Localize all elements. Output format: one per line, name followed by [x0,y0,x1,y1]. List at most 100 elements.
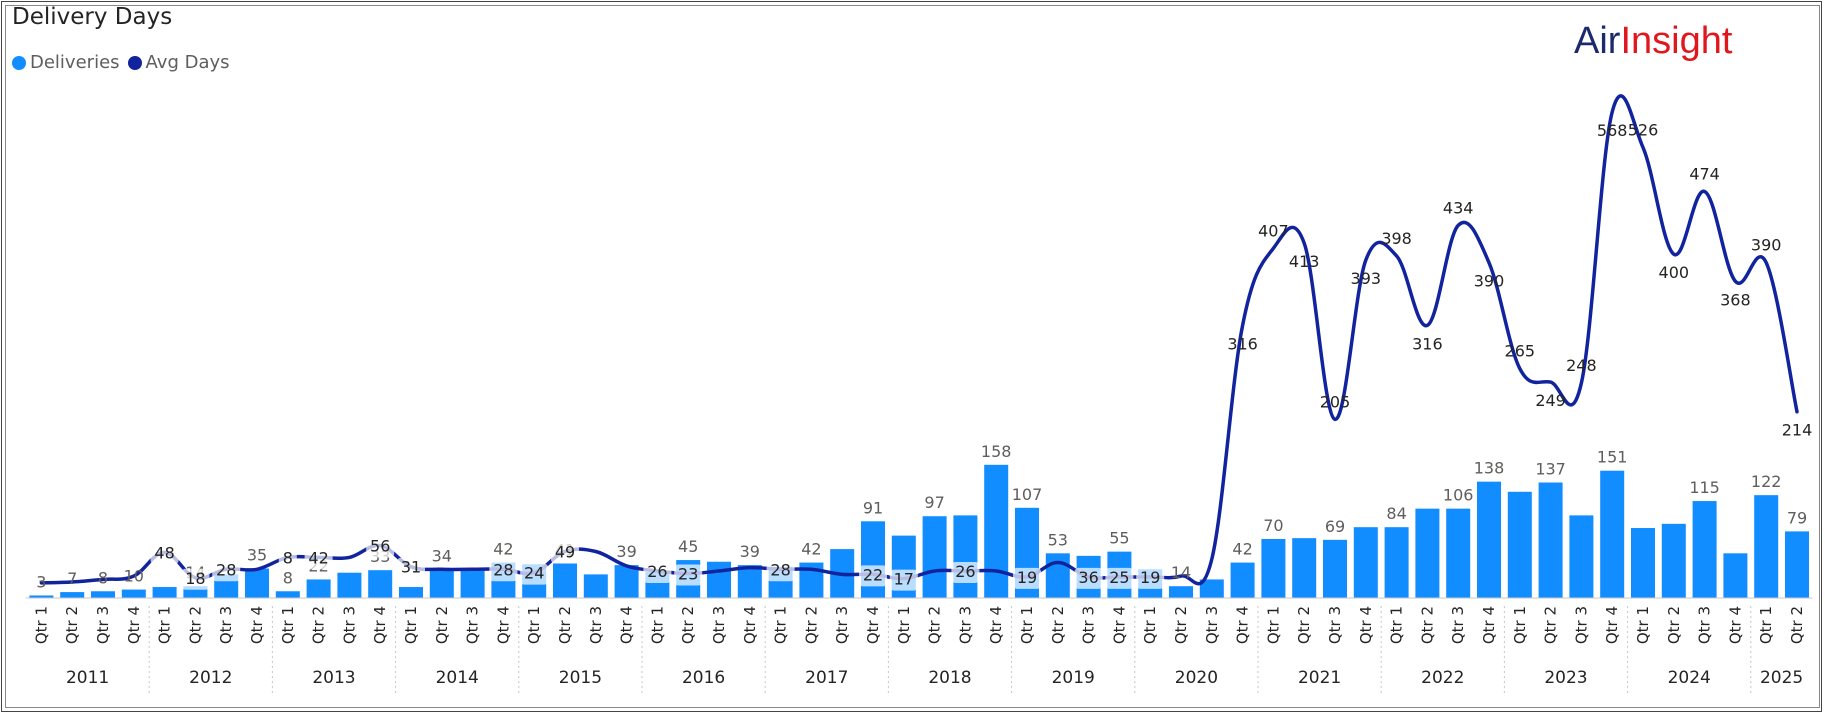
deliveries-bar[interactable] [1353,527,1378,598]
deliveries-bar[interactable] [60,592,85,598]
deliveries-bar[interactable] [152,587,177,598]
bar-data-label: 7 [67,569,77,588]
deliveries-bar[interactable] [1292,538,1317,598]
deliveries-bar[interactable] [306,579,331,598]
x-tick-label-year: 2021 [1298,668,1341,688]
deliveries-bar[interactable] [460,569,485,598]
deliveries-bar[interactable] [1169,586,1193,598]
x-tick-label-quarter: Qtr 4 [1110,606,1128,644]
deliveries-bar[interactable] [1477,481,1501,598]
deliveries-bar[interactable] [337,572,362,598]
x-tick-label-quarter: Qtr 4 [1234,606,1252,644]
deliveries-bar[interactable] [1631,528,1655,598]
deliveries-bar[interactable] [1754,495,1779,598]
x-tick-label-year: 2019 [1052,668,1095,688]
legend-item-avg-days[interactable]: Avg Days [127,52,230,73]
deliveries-bar[interactable] [1045,553,1070,598]
line-label-halo [520,563,549,585]
bar-data-label: 39 [616,542,636,561]
deliveries-bar[interactable] [922,516,947,598]
deliveries-bar[interactable] [1785,531,1809,598]
x-tick-label-quarter: Qtr 3 [94,606,112,644]
line-data-label: 23 [678,565,698,584]
line-data-label: 42 [308,548,328,567]
line-data-label: 265 [1505,342,1536,361]
x-tick-label-year: 2011 [66,668,109,688]
line-data-label: 36 [1078,568,1098,587]
deliveries-bar[interactable] [707,561,731,598]
line-label-halo [366,536,395,558]
deliveries-bar[interactable] [1199,579,1224,598]
line-label-halo [181,568,210,590]
deliveries-bar[interactable] [553,563,577,598]
bar-data-label: 70 [1263,516,1283,535]
bar-data-label: 34 [432,546,452,565]
x-tick-label-quarter: Qtr 4 [741,606,759,644]
deliveries-bar[interactable] [1600,470,1625,598]
legend-item-deliveries[interactable]: Deliveries [12,52,120,73]
deliveries-bar[interactable] [1569,515,1594,598]
bar-data-label: 42 [493,540,513,559]
line-data-label: 398 [1381,229,1412,248]
line-label-halo [1105,567,1134,589]
deliveries-bar[interactable] [984,464,1009,598]
x-tick-label-year: 2018 [928,668,971,688]
deliveries-bar[interactable] [429,569,454,598]
legend-deliveries-label: Deliveries [30,52,120,73]
deliveries-bar[interactable] [583,574,608,598]
line-data-label: 526 [1628,120,1659,139]
x-tick-label-quarter: Qtr 4 [1603,606,1621,644]
deliveries-bar[interactable] [1507,491,1532,598]
bar-data-label: 137 [1535,460,1566,479]
line-data-label: 407 [1258,221,1289,240]
x-tick-label-quarter: Qtr 1 [895,606,913,644]
deliveries-bar[interactable] [1415,508,1440,598]
deliveries-bar[interactable] [29,595,54,598]
deliveries-bar[interactable] [91,591,115,598]
deliveries-bar[interactable] [245,568,269,598]
line-data-label: 248 [1566,356,1597,375]
deliveries-bar[interactable] [1692,501,1717,598]
deliveries-bar[interactable] [1384,527,1409,598]
deliveries-bar[interactable] [953,515,978,598]
x-tick-label-quarter: Qtr 1 [1634,606,1652,644]
x-tick-label-quarter: Qtr 1 [1141,606,1159,644]
deliveries-bar[interactable] [1230,562,1255,598]
line-label-halo [766,560,795,582]
x-tick-label-quarter: Qtr 1 [279,606,297,644]
line-label-halo [1074,567,1103,589]
x-tick-label-quarter: Qtr 4 [248,606,266,644]
deliveries-bar[interactable] [183,586,208,598]
line-data-label: 26 [955,562,975,581]
deliveries-bar[interactable] [614,565,639,598]
deliveries-bar[interactable] [121,589,146,598]
bar-data-label: 42 [1232,540,1252,559]
line-data-label: 393 [1351,269,1382,288]
bar-data-label: 39 [740,542,760,561]
bar-data-label: 53 [1048,530,1068,549]
x-tick-label-quarter: Qtr 3 [1203,606,1221,644]
bar-data-label: 14 [1171,563,1191,582]
deliveries-bar[interactable] [399,587,423,598]
deliveries-bar[interactable] [1723,553,1748,598]
deliveries-bar[interactable] [1446,508,1471,598]
chart-title: Delivery Days [12,4,173,30]
deliveries-bar[interactable] [1661,523,1686,598]
line-label-halo [889,569,918,591]
deliveries-bar[interactable] [1261,538,1286,598]
deliveries-bar[interactable] [1323,539,1347,598]
bar-data-label: 8 [283,568,293,587]
deliveries-bar[interactable] [368,570,393,598]
line-data-label: 19 [1017,568,1037,587]
deliveries-bar[interactable] [1538,482,1563,598]
deliveries-bar[interactable] [737,565,762,598]
x-tick-label-quarter: Qtr 3 [1572,606,1590,644]
deliveries-bar[interactable] [275,591,300,598]
line-data-label: 31 [401,558,421,577]
x-tick-label-quarter: Qtr 1 [1388,606,1406,644]
x-tick-label-quarter: Qtr 4 [371,606,389,644]
x-tick-label-quarter: Qtr 4 [1357,606,1375,644]
line-data-label: 8 [283,548,293,567]
deliveries-bar[interactable] [861,521,885,598]
